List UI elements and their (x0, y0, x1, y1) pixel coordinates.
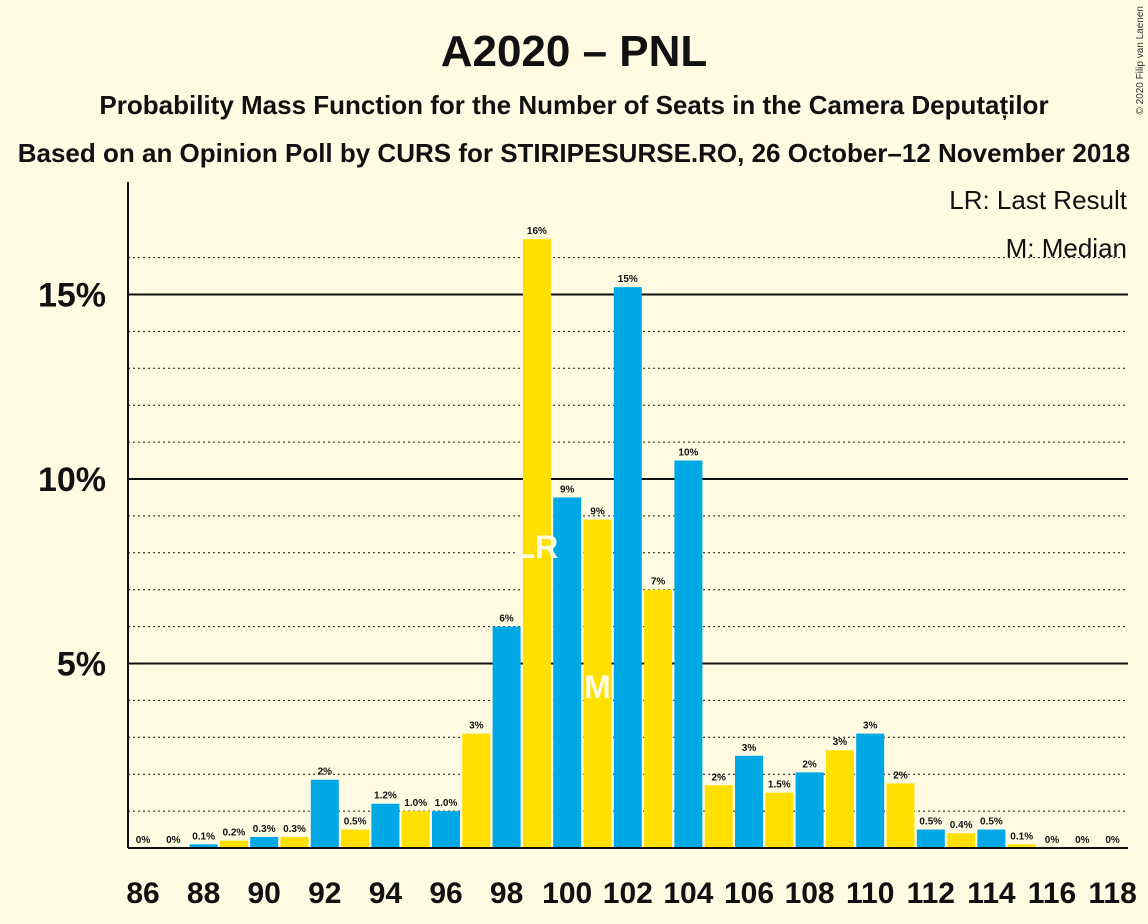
data-label-seat-102: 15% (618, 274, 638, 285)
x-tick-label: 86 (126, 877, 159, 910)
bar-seat-99 (522, 239, 551, 848)
bar-seat-103 (644, 589, 673, 848)
bars (189, 239, 1036, 848)
bar-seat-108 (795, 772, 824, 848)
data-label-seat-109: 3% (833, 737, 848, 748)
median-marker: M (584, 669, 611, 705)
data-label-seat-94: 1.2% (374, 791, 397, 802)
data-label-seat-108: 2% (802, 759, 817, 770)
bar-seat-105 (704, 785, 733, 848)
bar-seat-91 (280, 836, 309, 848)
data-label-seat-113: 0.4% (950, 820, 973, 831)
data-label-seat-89: 0.2% (223, 828, 246, 839)
y-axis-ticks: 5% 10% 15% (38, 277, 106, 684)
x-tick-label: 112 (907, 877, 955, 910)
bar-seat-107 (765, 792, 794, 848)
data-label-seat-105: 2% (711, 772, 726, 783)
x-tick-label: 90 (248, 877, 281, 910)
bar-seat-102 (613, 287, 642, 848)
last-result-marker: LR (516, 529, 559, 565)
bar-seat-89 (219, 840, 248, 848)
chart-title: A2020 – PNL (441, 27, 708, 76)
x-tick-label: 100 (542, 877, 592, 910)
x-tick-label: 116 (1028, 877, 1076, 910)
y-tick-label: 10% (38, 461, 106, 499)
data-label-seat-98: 6% (499, 614, 514, 625)
bar-seat-115 (1007, 844, 1036, 848)
x-tick-label: 94 (369, 877, 403, 910)
data-label-seat-117: 0% (1075, 835, 1090, 846)
bar-seat-114 (977, 829, 1006, 848)
bar-seat-109 (825, 750, 854, 848)
data-labels: 0% 0% 0.1% 0.2% 0.3% 0.3% 2% 0.5% 1.2% 1.0% 1.0% 3%… (136, 226, 1120, 846)
x-tick-label: 118 (1088, 877, 1136, 910)
bar-seat-101 (583, 519, 612, 848)
data-label-seat-97: 3% (469, 721, 484, 732)
bar-seat-112 (916, 829, 945, 848)
legend-last-result: LR: Last Result (949, 185, 1128, 215)
bar-seat-97 (462, 733, 491, 848)
bar-seat-94 (371, 803, 400, 848)
bar-seat-92 (310, 779, 339, 848)
bar-seat-104 (674, 460, 703, 848)
bar-seat-93 (341, 829, 370, 848)
y-tick-label: 5% (57, 646, 106, 684)
x-tick-label: 92 (308, 877, 341, 910)
chart-subtitle: Probability Mass Function for the Number… (99, 90, 1048, 120)
data-label-seat-103: 7% (651, 577, 666, 588)
x-tick-label: 98 (490, 877, 523, 910)
x-tick-label: 96 (429, 877, 462, 910)
data-label-seat-99: 16% (527, 226, 547, 237)
copyright-text: © 2020 Filip van Laenen (1135, 6, 1146, 115)
bar-seat-95 (401, 811, 430, 848)
data-label-seat-104: 10% (678, 448, 698, 459)
data-label-seat-96: 1.0% (435, 798, 458, 809)
x-tick-label: 110 (846, 877, 894, 910)
bar-seat-113 (947, 833, 976, 848)
data-label-seat-88: 0.1% (192, 831, 215, 842)
data-label-seat-112: 0.5% (919, 817, 942, 828)
bar-seat-88 (189, 844, 218, 848)
x-axis-ticks: 86 88 90 92 94 96 98 100 102 104 106 108 110 112 114 11… (126, 877, 1136, 910)
x-tick-label: 104 (663, 877, 713, 910)
data-label-seat-111: 2% (893, 770, 908, 781)
x-tick-label: 106 (724, 877, 774, 910)
data-label-seat-93: 0.5% (344, 817, 367, 828)
data-label-seat-91: 0.3% (283, 824, 306, 835)
legend-median: M: Median (1006, 233, 1127, 263)
data-label-seat-86: 0% (136, 835, 151, 846)
data-label-seat-95: 1.0% (404, 798, 427, 809)
y-tick-label: 15% (38, 277, 106, 315)
data-label-seat-116: 0% (1045, 835, 1060, 846)
x-tick-label: 102 (603, 877, 653, 910)
data-label-seat-87: 0% (166, 835, 181, 846)
data-label-seat-101: 9% (590, 507, 605, 518)
bar-seat-106 (735, 755, 763, 848)
data-label-seat-118: 0% (1105, 835, 1120, 846)
data-label-seat-106: 3% (742, 743, 757, 754)
x-tick-label: 88 (187, 877, 220, 910)
bar-seat-98 (492, 626, 521, 848)
bar-seat-96 (432, 811, 460, 848)
data-label-seat-90: 0.3% (253, 824, 276, 835)
bar-seat-110 (856, 733, 885, 848)
bar-seat-111 (886, 783, 915, 848)
data-label-seat-92: 2% (318, 767, 333, 778)
data-label-seat-107: 1.5% (768, 780, 791, 791)
x-tick-label: 108 (785, 877, 835, 910)
bar-seat-100 (553, 497, 582, 848)
data-label-seat-100: 9% (560, 484, 575, 495)
chart-source: Based on an Opinion Poll by CURS for STI… (18, 138, 1131, 168)
data-label-seat-115: 0.1% (1010, 831, 1033, 842)
bar-seat-90 (250, 836, 279, 848)
x-tick-label: 114 (967, 877, 1016, 910)
data-label-seat-110: 3% (863, 721, 878, 732)
data-label-seat-114: 0.5% (980, 817, 1003, 828)
